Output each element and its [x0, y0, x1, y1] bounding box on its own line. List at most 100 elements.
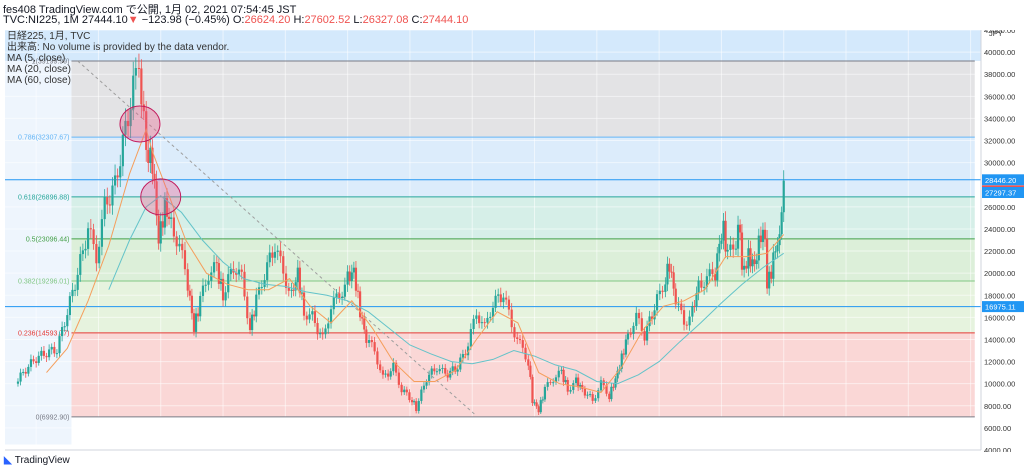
price-axis-background	[981, 30, 1024, 452]
candle-body	[157, 215, 160, 244]
publish-info: fes408 TradingView.com で公開, 1月 02, 2021 …	[3, 4, 297, 16]
candle-body	[201, 285, 205, 296]
candle-body	[394, 362, 398, 373]
candle-body	[181, 243, 184, 251]
price-badge-label: 27297.37	[985, 189, 1016, 198]
candle-body	[287, 287, 290, 291]
candle-body	[740, 232, 744, 270]
candle-body	[599, 380, 603, 391]
candle-body	[255, 294, 258, 317]
candle-body	[562, 369, 565, 383]
candle-body	[588, 394, 592, 396]
y-tick-label: 6000.00	[984, 424, 1011, 433]
candle-body	[685, 324, 688, 326]
y-tick-label: 30000.00	[984, 159, 1015, 168]
candle-body	[76, 274, 79, 290]
candle-body	[194, 313, 198, 332]
candle-body	[502, 297, 505, 303]
ma60-line	[108, 195, 784, 385]
candle-body	[766, 238, 769, 289]
candle-body	[197, 313, 200, 317]
y-tick-label: 8000.00	[984, 402, 1011, 411]
y-tick-label: 32000.00	[984, 137, 1015, 146]
candle-body	[188, 290, 191, 296]
candle-body	[92, 229, 95, 245]
candle-body	[661, 290, 664, 292]
candle-body	[405, 389, 408, 393]
candle-body	[271, 252, 274, 258]
candle-body	[430, 368, 433, 375]
candle-body	[591, 394, 594, 401]
ticker-label: TVC:NI225, 1M	[3, 14, 79, 26]
candle-body	[759, 235, 762, 243]
candle-body	[227, 274, 230, 293]
candle-body	[708, 269, 711, 277]
candle-body	[772, 252, 775, 279]
candle-body	[321, 333, 324, 335]
candle-body	[108, 204, 111, 206]
candle-body	[35, 361, 38, 363]
candle-body	[700, 280, 703, 288]
candle-body	[183, 250, 187, 270]
candle-body	[111, 185, 114, 206]
candle-body	[178, 243, 181, 247]
candle-body	[714, 273, 717, 281]
y-tick-label: 40000.00	[984, 48, 1015, 57]
candle-body	[19, 372, 22, 382]
candle-body	[134, 68, 137, 76]
y-tick-label: 16000.00	[984, 313, 1015, 322]
candle-body	[674, 288, 677, 305]
y-tick-label: 42000.00	[984, 30, 1015, 35]
candle-body	[298, 267, 301, 294]
candle-body	[510, 309, 513, 328]
candle-body	[541, 399, 544, 401]
candle-body	[100, 219, 104, 247]
candle-body	[594, 398, 597, 401]
candle-body	[300, 292, 304, 294]
candle-body	[472, 318, 475, 330]
candle-body	[722, 220, 725, 241]
close-value: 27444.10	[422, 14, 469, 26]
candle-body	[126, 120, 130, 127]
trend-line[interactable]	[77, 60, 477, 417]
fib-level-label: 0.382(19296.01)	[18, 278, 69, 285]
candle-body	[776, 245, 779, 252]
price-chart[interactable]: 1(39199.99) 0.786(32307.67) 0.618(26896.88…	[0, 30, 1024, 452]
candle-body	[648, 316, 651, 327]
tradingview-logo: ◣ TradingView	[4, 455, 70, 466]
candle-body	[266, 262, 269, 281]
y-tick-label: 14000.00	[984, 335, 1015, 344]
candle-body	[149, 147, 152, 163]
price-badge-label: 16975.11	[985, 303, 1016, 312]
candle-body	[221, 278, 225, 301]
candle-body	[483, 322, 486, 324]
candle-body	[319, 333, 322, 335]
candle-body	[456, 369, 459, 372]
candle-body	[32, 359, 35, 362]
highlight-circle[interactable]	[119, 105, 161, 143]
highlight-circle[interactable]	[140, 178, 182, 216]
candle-body	[753, 259, 756, 265]
candle-body	[365, 329, 368, 343]
candle-body	[505, 297, 508, 300]
fib-zone-top	[5, 30, 981, 61]
candle-body	[66, 315, 69, 327]
fib-level-label: 0.786(32307.67)	[18, 135, 69, 142]
candle-body	[763, 229, 767, 239]
candle-body	[121, 134, 124, 167]
candle-body	[161, 221, 164, 228]
candle-body	[343, 284, 346, 297]
candle-body	[446, 373, 449, 378]
candle-body	[497, 294, 500, 296]
candle-body	[45, 355, 48, 358]
fib-level-label: 1(39199.99)	[32, 58, 70, 65]
candle-body	[650, 316, 654, 320]
candle-body	[757, 235, 760, 261]
candle-body	[305, 315, 308, 320]
down-arrow-icon: ▼	[127, 14, 139, 26]
candle-body	[248, 318, 252, 331]
candle-body	[327, 323, 330, 329]
candle-body	[653, 310, 656, 320]
candle-body	[441, 368, 444, 370]
candle-body	[332, 297, 335, 310]
